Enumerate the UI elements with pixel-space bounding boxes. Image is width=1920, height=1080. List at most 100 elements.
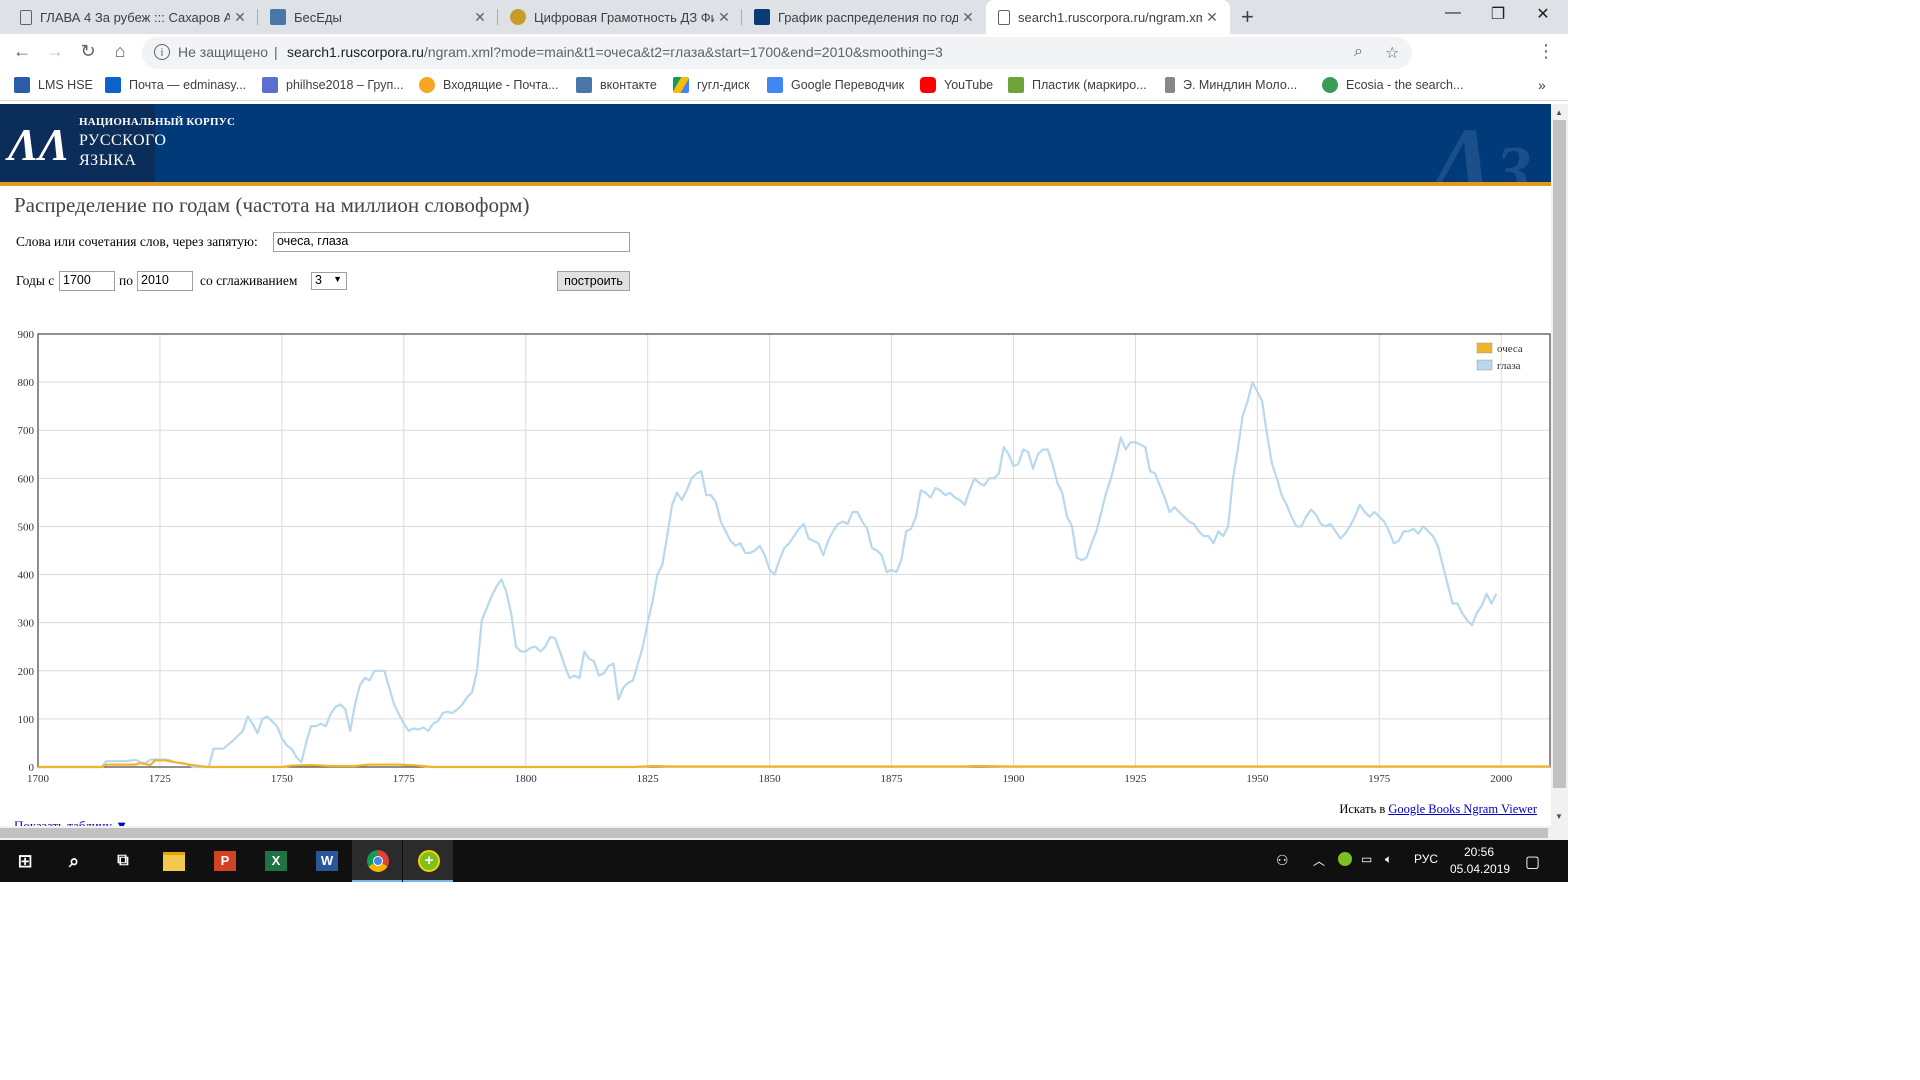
- bookmark-inbox[interactable]: Входящие - Почта...: [419, 77, 559, 93]
- excel-icon[interactable]: X: [263, 848, 289, 874]
- horizontal-scrollbar[interactable]: [0, 826, 1568, 840]
- word-icon[interactable]: W: [314, 848, 340, 874]
- chrome-icon[interactable]: [365, 848, 391, 874]
- close-icon[interactable]: ✕: [718, 8, 730, 25]
- new-tab-button[interactable]: +: [1241, 4, 1254, 29]
- green-plus-app-icon[interactable]: +: [416, 848, 442, 874]
- ngram-viewer-link[interactable]: Google Books Ngram Viewer: [1388, 802, 1537, 816]
- tab-ngram-active[interactable]: search1.ruscorpora.ru/ngram.xml... ✕: [986, 0, 1230, 34]
- smoothing-select[interactable]: 3 ▼: [311, 272, 347, 290]
- bookmark-philhse[interactable]: philhse2018 – Груп...: [262, 77, 404, 93]
- windows-start-icon[interactable]: ⊞: [17, 850, 33, 871]
- bookmark-google-drive[interactable]: гугл-диск: [673, 77, 750, 93]
- forward-button[interactable]: →: [46, 41, 64, 61]
- more-bookmarks-icon[interactable]: »: [1538, 77, 1546, 93]
- task-view-icon[interactable]: ⧉: [117, 852, 129, 869]
- minimize-button[interactable]: —: [1445, 4, 1461, 21]
- bookmark-label: Э. Миндлин Моло...: [1183, 78, 1298, 92]
- file-explorer-icon[interactable]: [161, 848, 187, 874]
- taskbar: ⊞ ⌕ ⧉ P X W + ⚇ ︿ ▭ 🔈︎ РУС 20:56 05.04.20…: [0, 840, 1568, 882]
- site-header: ΛΛ НАЦИОНАЛЬНЫЙ КОРПУС РУССКОГО ЯЗЫКА ΛЗ: [0, 104, 1551, 186]
- bookmark-label: Пластик (маркиро...: [1032, 78, 1147, 92]
- smoothing-value: 3: [315, 273, 322, 287]
- close-icon[interactable]: ✕: [474, 8, 486, 25]
- plant-icon: [1008, 77, 1024, 93]
- battery-icon[interactable]: ▭: [1361, 852, 1373, 866]
- smoothing-label: со сглаживанием: [200, 273, 298, 288]
- bookmark-plastic[interactable]: Пластик (маркиро...: [1008, 77, 1147, 93]
- youtube-icon: [920, 77, 936, 93]
- close-window-button[interactable]: ✕: [1536, 6, 1550, 23]
- x-tick-label: 1800: [515, 773, 538, 785]
- tab-title: График распределения по годам...: [778, 9, 958, 25]
- powerpoint-icon[interactable]: P: [212, 848, 238, 874]
- clock-time: 20:56: [1463, 845, 1495, 859]
- search-icon[interactable]: ⌕: [68, 850, 80, 871]
- scrollbar-thumb[interactable]: [1553, 120, 1566, 788]
- y-tick-label: 700: [18, 425, 35, 437]
- reload-button[interactable]: ↻: [80, 41, 96, 61]
- x-tick-label: 1725: [149, 773, 172, 785]
- show-table-link[interactable]: Показать таблицу ▼: [14, 818, 129, 828]
- x-tick-label: 1850: [759, 773, 782, 785]
- zoom-icon[interactable]: ⌕: [1354, 43, 1363, 60]
- tray-app-icon[interactable]: [1338, 852, 1352, 869]
- ruscorpora-logo-icon[interactable]: ΛΛ: [8, 119, 70, 170]
- tab-digital-literacy[interactable]: Цифровая Грамотность ДЗ Фил... ✕: [498, 0, 742, 34]
- x-tick-label: 2000: [1490, 773, 1513, 785]
- close-icon[interactable]: ✕: [962, 8, 974, 25]
- year-to-input[interactable]: 2010: [137, 271, 193, 291]
- tab-bar: ГЛАВА 4 За рубеж ::: Сахаров А... ✕ БесЕ…: [0, 0, 1568, 34]
- address-bar[interactable]: i Не защищено | search1.ruscorpora.ru/ng…: [142, 37, 1412, 69]
- legend-swatch: [1476, 342, 1493, 354]
- translate-icon: [767, 77, 783, 93]
- y-tick-label: 900: [18, 329, 35, 341]
- bookmark-label: Почта — edminasy...: [129, 78, 247, 92]
- scroll-up-icon[interactable]: ▲: [1555, 108, 1563, 117]
- bookmark-ecosia[interactable]: Ecosia - the search...: [1322, 77, 1463, 93]
- x-tick-label: 1875: [881, 773, 904, 785]
- vk-icon: [576, 77, 592, 93]
- document-icon: [20, 9, 32, 25]
- years-to-label: по: [119, 273, 133, 288]
- clock[interactable]: 20:56 05.04.2019: [1450, 844, 1510, 878]
- close-icon[interactable]: ✕: [1206, 8, 1218, 25]
- bookmark-vkontakte[interactable]: вконтакте: [576, 77, 657, 93]
- scroll-down-icon[interactable]: ▼: [1555, 812, 1563, 821]
- bookmark-label: philhse2018 – Груп...: [286, 78, 404, 92]
- volume-icon[interactable]: 🔈︎: [1385, 852, 1393, 866]
- people-icon[interactable]: ⚇: [1276, 852, 1289, 868]
- chevron-down-icon: ▼: [333, 274, 342, 284]
- star-icon[interactable]: ☆: [1385, 45, 1400, 62]
- words-input[interactable]: очеса, глаза: [273, 232, 630, 252]
- menu-icon[interactable]: ⋮: [1537, 41, 1555, 61]
- maximize-button[interactable]: ❐: [1490, 6, 1506, 23]
- x-tick-label: 1825: [637, 773, 660, 785]
- build-button[interactable]: построить: [557, 271, 630, 291]
- year-from-input[interactable]: 1700: [59, 271, 115, 291]
- chevron-up-icon[interactable]: ︿: [1313, 854, 1326, 868]
- language-indicator[interactable]: РУС: [1414, 852, 1439, 866]
- back-button[interactable]: ←: [13, 41, 31, 61]
- tab-distribution-graph[interactable]: График распределения по годам... ✕: [742, 0, 986, 34]
- x-tick-label: 1750: [271, 773, 294, 785]
- y-tick-label: 0: [29, 762, 35, 774]
- bookmark-lms-hse[interactable]: LMS HSE: [14, 77, 93, 93]
- bookmark-google-translate[interactable]: Google Переводчик: [767, 77, 904, 93]
- bookmark-mail-edminasy[interactable]: Почта — edminasy...: [105, 77, 246, 93]
- scrollbar-thumb[interactable]: [0, 828, 1548, 838]
- info-icon[interactable]: i: [154, 44, 170, 60]
- ecosia-icon: [1322, 77, 1338, 93]
- bookmark-youtube[interactable]: YouTube: [920, 77, 993, 93]
- x-tick-label: 1975: [1368, 773, 1391, 785]
- browser-toolbar: ← → ↻ ⌂ i Не защищено | search1.ruscorpo…: [0, 34, 1568, 96]
- url-text[interactable]: search1.ruscorpora.ru/ngram.xml?mode=mai…: [287, 44, 943, 60]
- home-icon[interactable]: ⌂: [114, 41, 126, 61]
- tab-glava[interactable]: ГЛАВА 4 За рубеж ::: Сахаров А... ✕: [8, 0, 258, 34]
- close-icon[interactable]: ✕: [234, 8, 246, 25]
- notifications-icon[interactable]: ▢: [1525, 854, 1541, 871]
- google-drive-icon: [673, 77, 689, 93]
- vertical-scrollbar[interactable]: ▲ ▼: [1551, 104, 1568, 826]
- bookmark-mindlin[interactable]: Э. Миндлин Моло...: [1165, 77, 1297, 93]
- tab-besedy[interactable]: БесЕды ✕: [258, 0, 498, 34]
